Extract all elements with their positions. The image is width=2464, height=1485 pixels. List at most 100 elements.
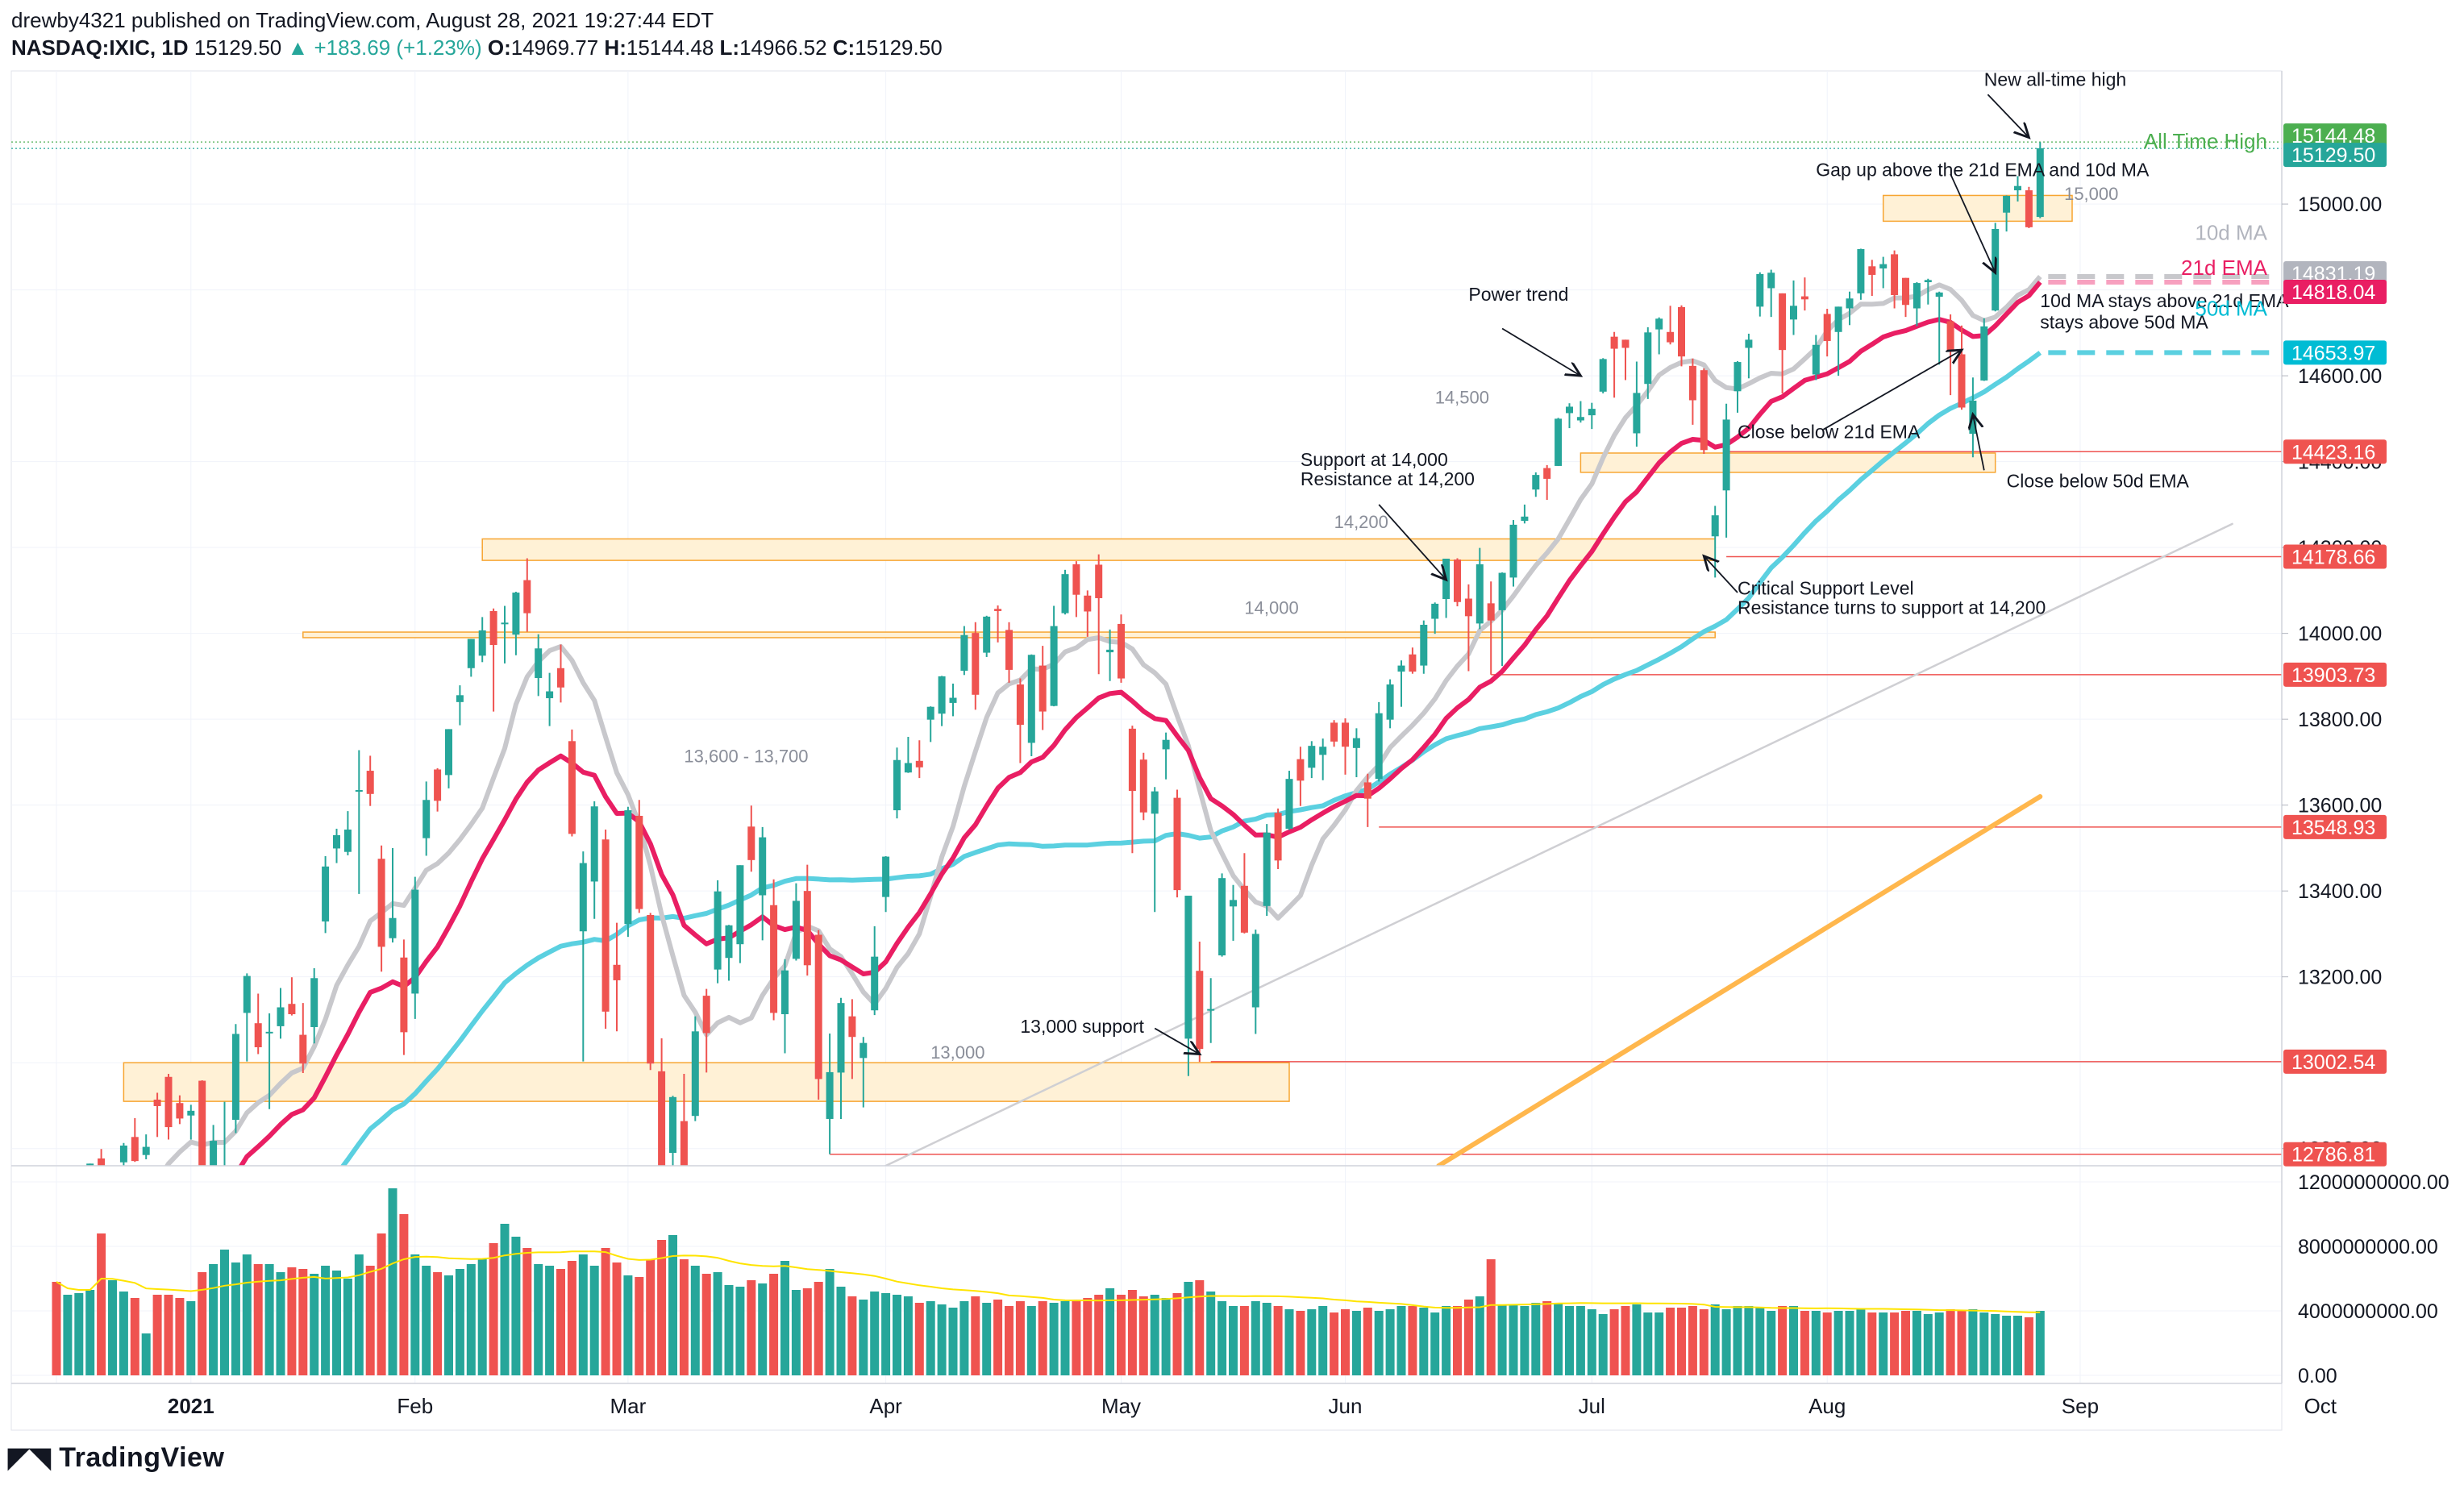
candle-body — [1139, 759, 1147, 813]
candle-body — [837, 1003, 845, 1073]
candle-body — [231, 1034, 239, 1121]
candle-body — [1431, 603, 1439, 619]
volume-bar — [657, 1240, 667, 1375]
close-label: C: — [832, 35, 855, 60]
candle-body — [176, 1103, 184, 1119]
volume-bar — [1217, 1301, 1227, 1375]
ma50-line — [339, 351, 2042, 1166]
volume-bar — [388, 1188, 397, 1375]
volume-bar — [321, 1266, 331, 1375]
volume-bar — [1789, 1306, 1798, 1375]
candle-body — [1475, 564, 1484, 624]
volume-bar — [1643, 1312, 1653, 1375]
volume-bar — [1038, 1301, 1047, 1375]
price-label-text: 12786.81 — [2291, 1144, 2375, 1167]
candle-body — [1812, 344, 1820, 375]
price-label-text: 14653.97 — [2291, 342, 2375, 364]
volume-bar — [2035, 1311, 2045, 1375]
candle-body — [1655, 318, 1663, 330]
candle-body — [1196, 971, 1204, 1050]
volume-bar — [1463, 1300, 1473, 1375]
candle-body — [265, 1031, 273, 1034]
volume-bar — [1923, 1314, 1933, 1375]
high-value: 15144.48 — [626, 35, 714, 60]
candle-body — [1308, 746, 1316, 768]
volume-bar — [1430, 1312, 1440, 1375]
volume-bar — [97, 1233, 106, 1375]
candle-body — [647, 914, 655, 1064]
volume-bar — [1575, 1306, 1585, 1375]
volume-bar — [623, 1275, 633, 1375]
candle-body — [1386, 684, 1394, 720]
candle-body — [1128, 728, 1136, 792]
volume-bar — [52, 1282, 61, 1375]
volume-bar — [1060, 1301, 1070, 1375]
volume-bar — [1206, 1292, 1216, 1375]
volume-bar — [836, 1287, 846, 1375]
volume-bar — [1330, 1312, 1339, 1375]
volume-bar — [310, 1274, 319, 1375]
volume-bars — [52, 1188, 2045, 1375]
candle-body — [1162, 739, 1170, 750]
candle-body — [1633, 393, 1641, 434]
volume-tick-label: 12000000000.00 — [2298, 1171, 2449, 1194]
annotation-arrow — [1823, 350, 1962, 431]
candle-body — [501, 622, 509, 625]
candle-body — [153, 1099, 161, 1106]
price-label-box — [2283, 123, 2387, 148]
candle-body — [2003, 195, 2011, 213]
volume-bar — [1856, 1309, 1866, 1375]
candle-body — [535, 648, 543, 679]
volume-bar — [1520, 1306, 1530, 1375]
volume-bar — [220, 1250, 229, 1375]
volume-bar — [1408, 1306, 1417, 1375]
annotation-arrow — [1704, 556, 1738, 593]
candle-body — [333, 834, 340, 849]
candle-body — [1095, 564, 1103, 598]
volume-bar — [433, 1272, 443, 1375]
candle-body — [142, 1146, 150, 1155]
candle-body — [1454, 559, 1461, 602]
price-label-text: 13002.54 — [2291, 1051, 2375, 1074]
candle-body — [1532, 475, 1540, 490]
price-tick-label: 13200.00 — [2298, 967, 2382, 989]
candle-body — [1678, 306, 1685, 357]
candle-body — [579, 863, 587, 932]
volume-bar — [1688, 1306, 1697, 1375]
time-tick-label: 2021 — [168, 1394, 214, 1418]
candle-body — [310, 978, 318, 1027]
candle-body — [1207, 1009, 1215, 1011]
price-change: ▲ +183.69 (+1.23%) — [287, 35, 482, 60]
volume-bar — [881, 1293, 891, 1375]
annotation-text: stays above 50d MA — [2040, 312, 2208, 333]
candle-body — [557, 668, 564, 688]
volume-bar — [2002, 1316, 2012, 1375]
volume-bar — [298, 1269, 308, 1375]
candle-body — [546, 691, 554, 699]
annotation-text: Gap up above the 21d EMA and 10d MA — [1816, 159, 2150, 180]
time-tick-label: Jul — [1579, 1394, 1605, 1418]
volume-bar — [1778, 1306, 1788, 1375]
candle-body — [1487, 603, 1495, 621]
volume-bar — [601, 1248, 610, 1375]
volume-bar — [85, 1290, 95, 1375]
volume-bar — [893, 1295, 901, 1375]
volume-bar — [769, 1274, 779, 1375]
candle-body — [1767, 272, 1775, 289]
volume-bar — [444, 1275, 453, 1375]
candle-body — [1285, 779, 1293, 829]
time-tick-label: Feb — [397, 1394, 433, 1418]
annotation-arrow — [1501, 327, 1580, 376]
candle-body — [680, 1121, 688, 1166]
candle-body — [1688, 365, 1696, 401]
time-tick-label: May — [1101, 1394, 1141, 1418]
time-tick-label: Aug — [1808, 1394, 1846, 1418]
volume-bar — [511, 1237, 521, 1375]
volume-bar — [791, 1290, 801, 1375]
price-label-box — [2283, 544, 2387, 569]
tradingview-logo[interactable]: ◤◥ TradingView — [8, 1441, 224, 1474]
candle-body — [1319, 747, 1327, 755]
volume-bar — [1957, 1311, 1967, 1375]
volume-bar — [747, 1280, 756, 1375]
